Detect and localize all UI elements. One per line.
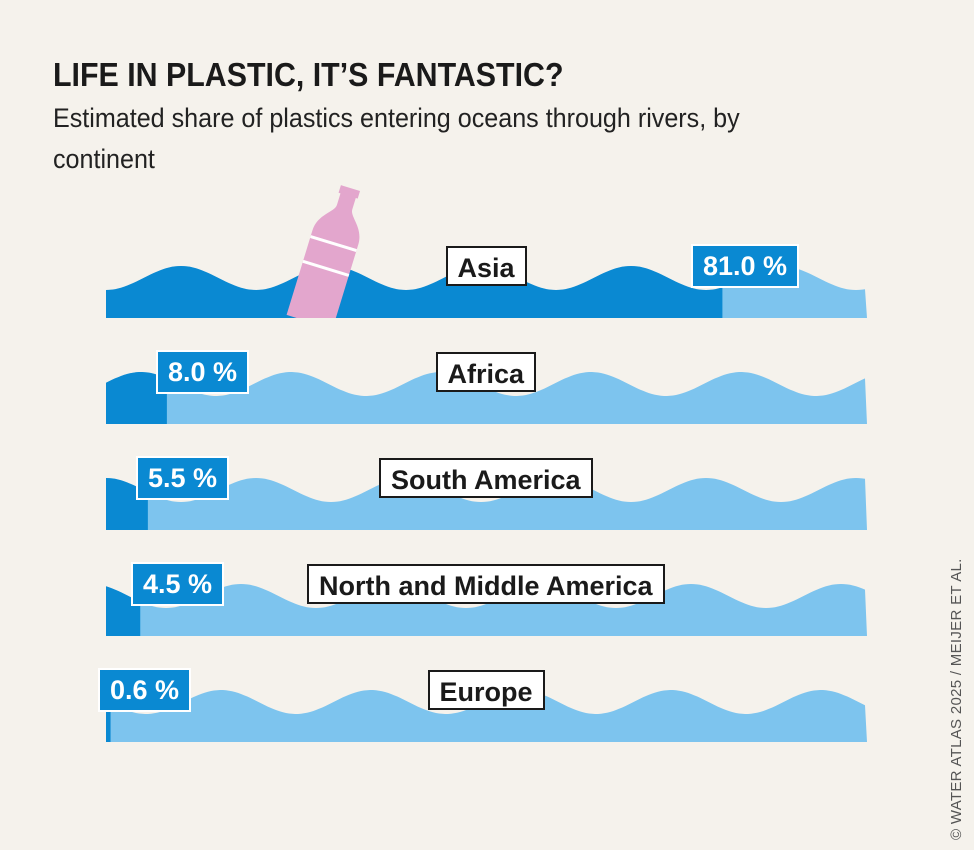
chart-title: LIFE IN PLASTIC, IT’S FANTASTIC? bbox=[53, 56, 564, 93]
continent-label: North and Middle America bbox=[307, 564, 665, 604]
continent-label: Europe bbox=[427, 670, 545, 710]
continent-label: Asia bbox=[445, 246, 527, 286]
plastic-bottle-icon bbox=[286, 185, 361, 318]
value-label: 0.6 % bbox=[98, 668, 192, 712]
value-label: 81.0 % bbox=[691, 244, 800, 288]
value-label: 5.5 % bbox=[136, 456, 230, 500]
value-label: 4.5 % bbox=[131, 562, 225, 606]
continent-label: Africa bbox=[435, 352, 537, 392]
continent-label: South America bbox=[379, 458, 593, 498]
share-bar bbox=[106, 266, 723, 318]
chart-subtitle: Estimated share of plastics entering oce… bbox=[53, 103, 740, 174]
share-bar bbox=[106, 690, 111, 742]
value-label: 8.0 % bbox=[156, 350, 250, 394]
source-credit: © WATER ATLAS 2025 / MEIJER ET AL. bbox=[948, 558, 965, 840]
